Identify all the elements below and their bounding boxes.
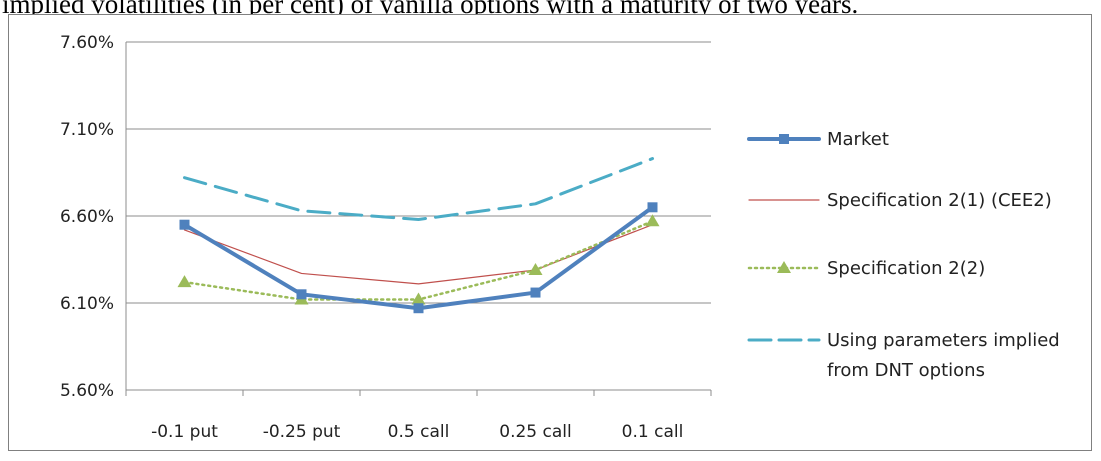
x-tick-label: -0.25 put [263, 422, 341, 442]
legend-label: Using parameters implied [827, 330, 1060, 351]
x-tick-label: -0.1 put [151, 422, 218, 442]
series-line [183, 224, 654, 285]
x-tick-label: 0.25 call [499, 422, 571, 442]
legend-marker [779, 134, 789, 144]
legend-label: from DNT options [827, 360, 985, 381]
legend-marker [777, 261, 791, 273]
data-point [413, 303, 424, 314]
y-tick-label: 6.10% [60, 294, 114, 314]
y-tick-label: 7.10% [60, 120, 114, 140]
data-point [645, 214, 660, 227]
series-line [183, 157, 654, 221]
data-point [647, 202, 658, 213]
legend-label: Specification 2(1) (CEE2) [827, 190, 1052, 211]
x-tick-label: 0.1 call [622, 422, 684, 442]
x-tick-label: 0.5 call [388, 422, 450, 442]
y-tick-label: 6.60% [60, 207, 114, 227]
data-point [296, 289, 307, 300]
data-point [177, 275, 192, 288]
legend-label: Specification 2(2) [827, 258, 985, 279]
data-point [411, 292, 426, 305]
y-tick-label: 5.60% [60, 381, 114, 401]
line-chart: 5.60% 6.10% 6.60% 7.10% 7.60% -0.1 put -0.25 p… [60, 33, 1060, 442]
legend-label: Market [827, 129, 889, 150]
y-tick-label: 7.60% [60, 33, 114, 53]
data-point [528, 262, 543, 275]
chart-frame: 5.60% 6.10% 6.60% 7.10% 7.60% -0.1 put -0.25 p… [8, 14, 1092, 451]
data-point [530, 287, 541, 298]
data-point [179, 219, 190, 230]
